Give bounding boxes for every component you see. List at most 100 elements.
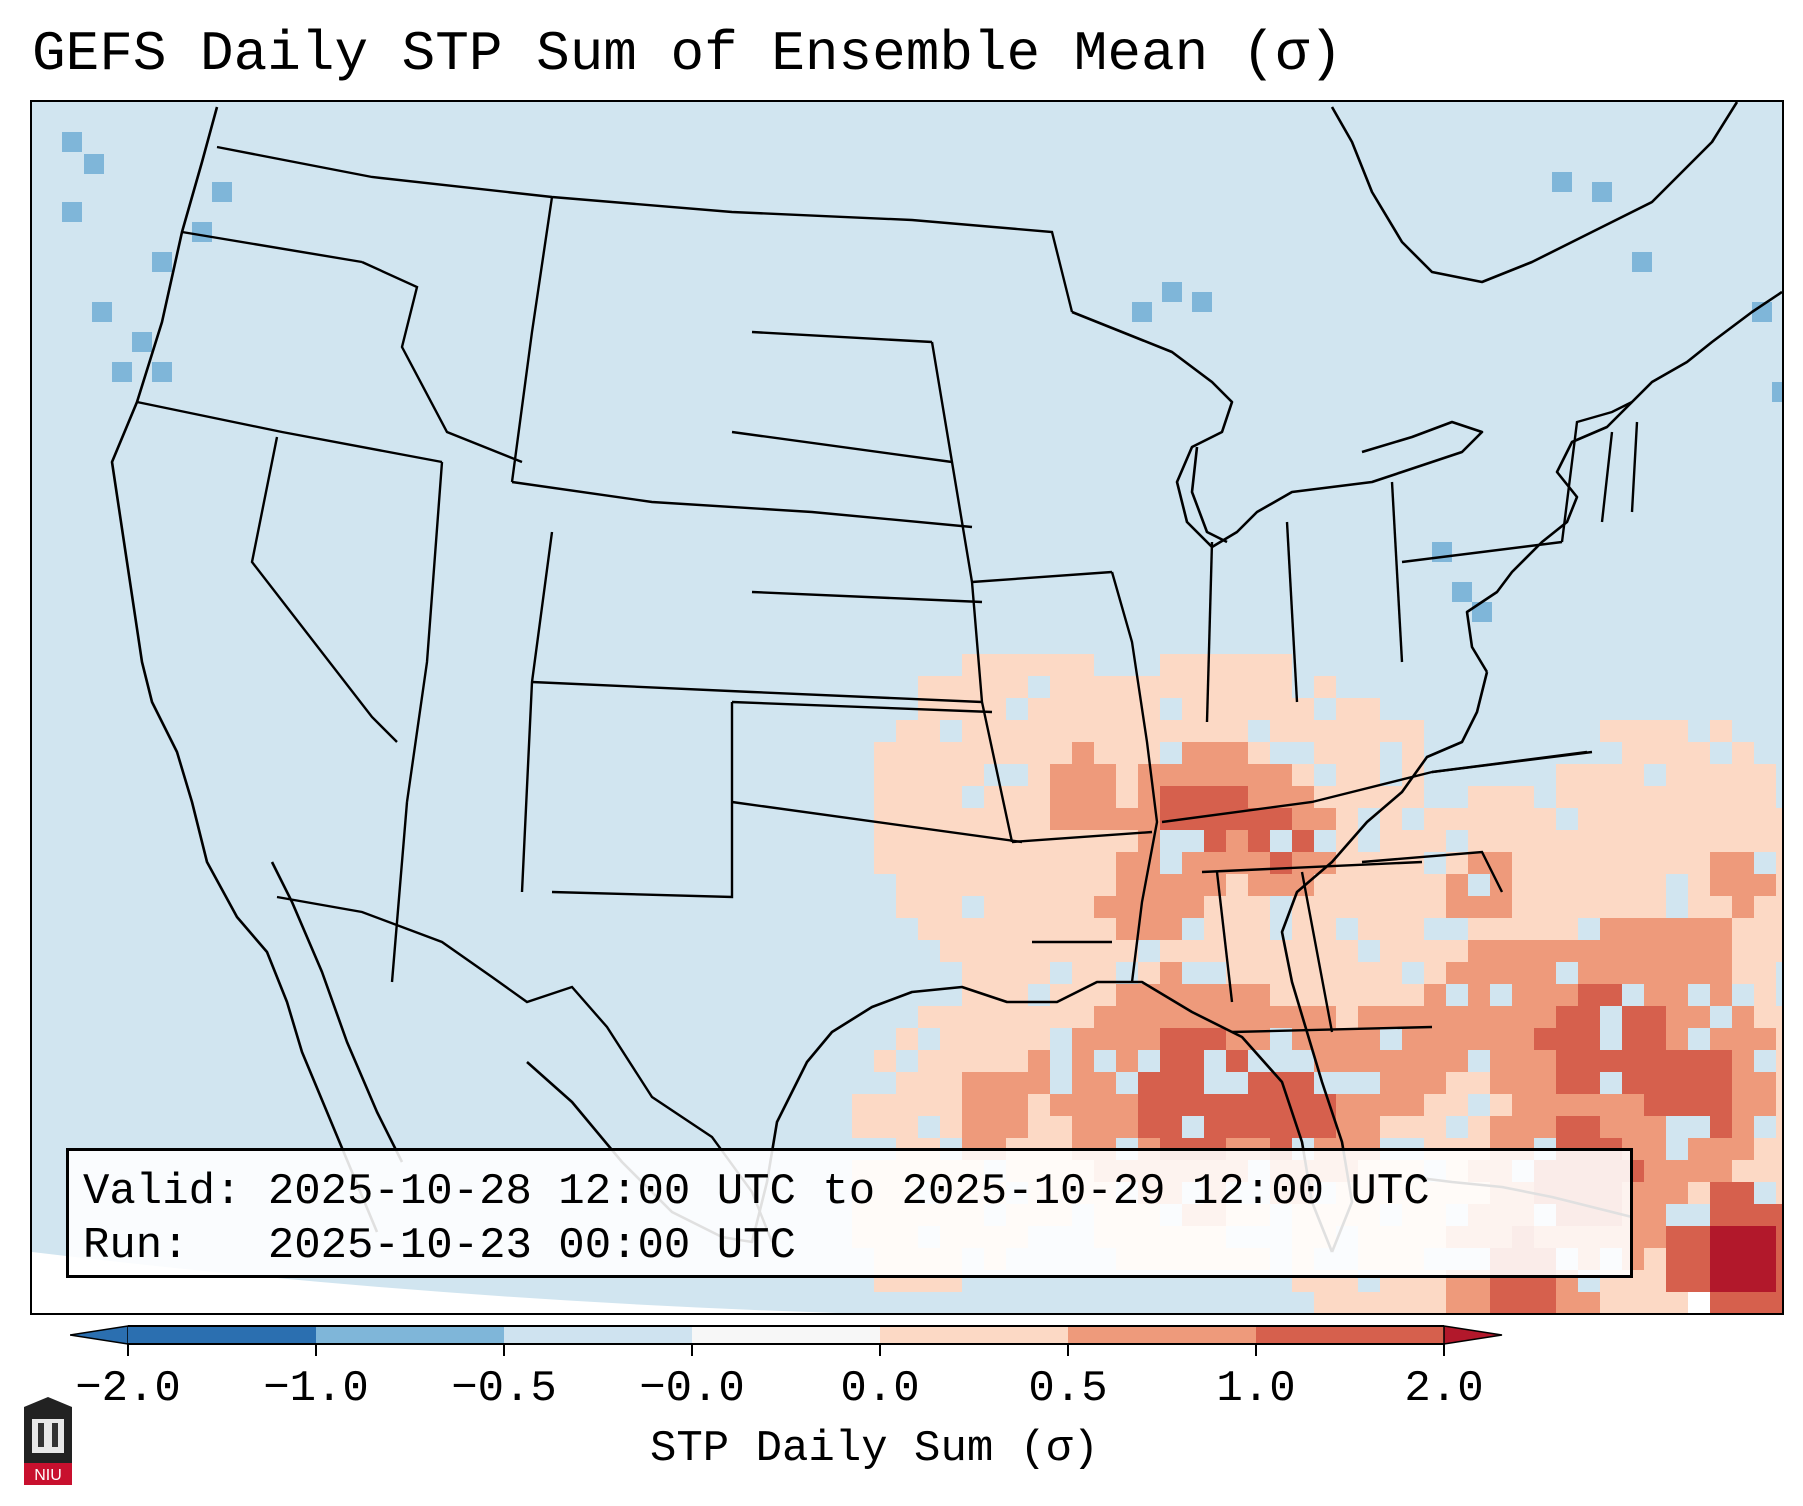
anomaly-cell (1248, 918, 1270, 940)
anomaly-cell (1182, 764, 1204, 786)
anomaly-cell (1380, 984, 1402, 1006)
anomaly-cell (1490, 1094, 1512, 1116)
anomaly-cell (1644, 1182, 1666, 1204)
anomaly-cell (1402, 984, 1424, 1006)
anomaly-cell (1468, 896, 1490, 918)
anomaly-cell (1622, 1050, 1644, 1072)
anomaly-cell (1380, 786, 1402, 808)
anomaly-cell (1138, 764, 1160, 786)
state-line-ga-fl (1231, 1025, 1433, 1034)
anomaly-cell (1754, 1270, 1776, 1292)
anomaly-cell (1732, 1270, 1754, 1292)
anomaly-cell (1622, 962, 1644, 984)
anomaly-cell (1710, 1116, 1732, 1138)
anomaly-cell (874, 808, 896, 830)
anomaly-cell (1028, 1116, 1050, 1138)
anomaly-cell (1270, 786, 1292, 808)
anomaly-cell (1666, 786, 1688, 808)
anomaly-cell (1424, 984, 1446, 1006)
anomaly-cell (1138, 1028, 1160, 1050)
anomaly-cell (1116, 874, 1138, 896)
anomaly-cell (984, 896, 1006, 918)
west-coast (110, 106, 379, 1233)
anomaly-cell (1226, 852, 1248, 874)
anomaly-cell (1732, 1204, 1754, 1226)
anomaly-cell (1732, 786, 1754, 808)
anomaly-cell (1578, 896, 1600, 918)
anomaly-cell (1006, 1094, 1028, 1116)
anomaly-cell (1754, 962, 1776, 984)
anomaly-cell (1314, 874, 1336, 896)
anomaly-cell (1732, 1292, 1754, 1313)
anomaly-cell (1050, 896, 1072, 918)
state-line-nc-sc (1361, 850, 1504, 893)
anomaly-cell (1776, 1116, 1782, 1138)
anomaly-cell (1248, 764, 1270, 786)
colorbar-label: STP Daily Sum (σ) (650, 1424, 1099, 1474)
anomaly-cell (962, 1094, 984, 1116)
anomaly-cell (1292, 720, 1314, 742)
anomaly-cell (1116, 852, 1138, 874)
anomaly-cell (1162, 282, 1182, 302)
anomaly-cell (62, 202, 82, 222)
anomaly-cell (1468, 984, 1490, 1006)
anomaly-cell (1028, 698, 1050, 720)
anomaly-cell (1248, 1116, 1270, 1138)
anomaly-cell (1314, 1028, 1336, 1050)
anomaly-cell (1512, 830, 1534, 852)
anomaly-cell (1710, 940, 1732, 962)
anomaly-cell (962, 918, 984, 940)
state-line-ca-nv (250, 436, 398, 743)
state-line-al-ga (1300, 871, 1334, 1033)
anomaly-cell (84, 154, 104, 174)
anomaly-cell (962, 852, 984, 874)
anomaly-cell (896, 1094, 918, 1116)
anomaly-cell (1534, 808, 1556, 830)
anomaly-cell (1182, 676, 1204, 698)
anomaly-cell (1666, 1226, 1688, 1248)
anomaly-cell (212, 182, 232, 202)
anomaly-cell (1336, 962, 1358, 984)
anomaly-cell (1622, 1116, 1644, 1138)
anomaly-cell (1192, 292, 1212, 312)
anomaly-cell (1754, 1204, 1776, 1226)
anomaly-cell (1688, 764, 1710, 786)
anomaly-cell (1292, 918, 1314, 940)
anomaly-cell (1776, 1292, 1782, 1313)
anomaly-cell (1094, 698, 1116, 720)
anomaly-cell (1072, 1028, 1094, 1050)
anomaly-cell (1292, 1094, 1314, 1116)
anomaly-cell (1710, 918, 1732, 940)
anomaly-cell (1248, 676, 1270, 698)
anomaly-cell (1556, 1116, 1578, 1138)
anomaly-cell (1094, 962, 1116, 984)
anomaly-cell (1380, 874, 1402, 896)
anomaly-cell (1094, 852, 1116, 874)
anomaly-cell (1490, 786, 1512, 808)
hudson-bay-coast (1330, 102, 1739, 284)
anomaly-cell (1776, 808, 1782, 830)
anomaly-cell (1402, 1116, 1424, 1138)
anomaly-cell (1204, 676, 1226, 698)
anomaly-cell (1006, 896, 1028, 918)
anomaly-cell (1226, 896, 1248, 918)
anomaly-cell (1160, 962, 1182, 984)
colorbar-tick-label: 0.0 (840, 1364, 920, 1414)
anomaly-cell (1182, 720, 1204, 742)
anomaly-cell (1600, 786, 1622, 808)
anomaly-cell (1160, 1006, 1182, 1028)
anomaly-cell (1534, 962, 1556, 984)
run-label: Run: (83, 1221, 189, 1271)
anomaly-cell (1424, 1094, 1446, 1116)
anomaly-cell (1204, 764, 1226, 786)
anomaly-cell (1160, 654, 1182, 676)
anomaly-cell (1710, 1226, 1732, 1248)
anomaly-cell (1204, 808, 1226, 830)
anomaly-cell (1732, 1138, 1754, 1160)
anomaly-cell (1094, 764, 1116, 786)
anomaly-cell (1622, 742, 1644, 764)
anomaly-cell (1006, 1006, 1028, 1028)
anomaly-cell (1358, 1050, 1380, 1072)
anomaly-cell (1006, 874, 1028, 896)
anomaly-cell (1732, 852, 1754, 874)
